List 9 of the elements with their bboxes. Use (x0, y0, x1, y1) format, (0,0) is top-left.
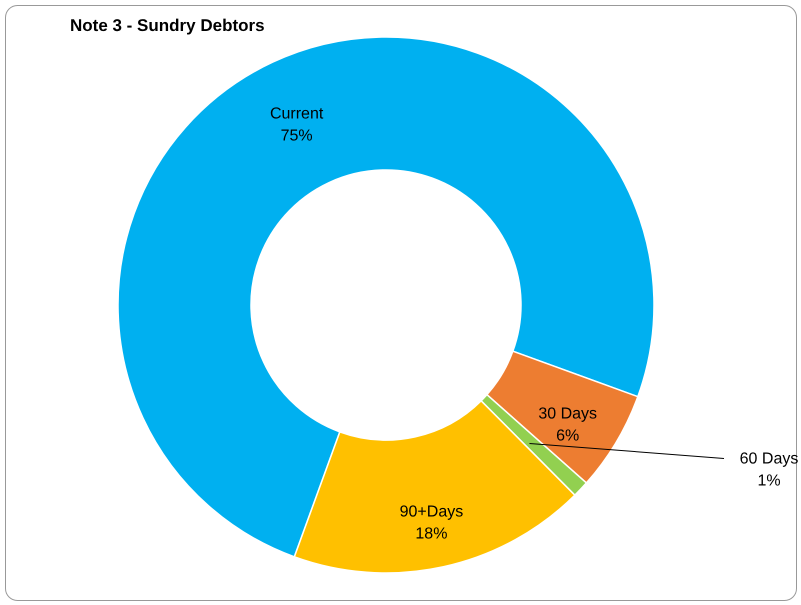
slice-label: Current (270, 105, 324, 122)
slice-label: 60 Days (740, 450, 798, 468)
data-label: 1% (757, 472, 781, 490)
slice-label: 30 Days (538, 405, 598, 422)
data-label: 6% (556, 427, 580, 444)
chart-title: Note 3 - Sundry Debtors (70, 16, 265, 35)
data-label: 75% (280, 127, 313, 144)
data-label: 18% (415, 526, 448, 543)
slice-label: 90+Days (400, 504, 464, 521)
